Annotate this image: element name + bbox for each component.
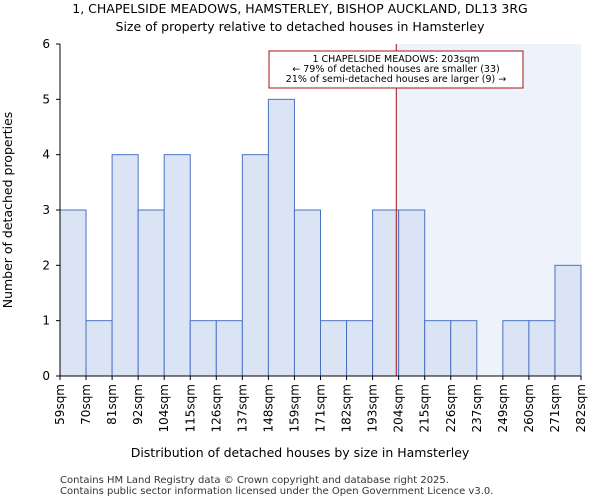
x-tick-label: 282sqm (574, 384, 588, 432)
x-tick-label: 126sqm (209, 384, 223, 432)
marker-annotation: 1 CHAPELSIDE MEADOWS: 203sqm ← 79% of de… (268, 50, 524, 89)
histogram-bar (398, 209, 426, 377)
x-tick-label: 115sqm (183, 384, 197, 432)
x-tick-label: 104sqm (157, 384, 171, 432)
annotation-line-larger: 21% of semi-detached houses are larger (… (286, 74, 506, 85)
y-tick-label: 3 (42, 203, 50, 217)
x-tick-label: 92sqm (131, 384, 145, 425)
histogram-bar (554, 264, 582, 377)
histogram-bar (85, 320, 113, 377)
histogram-bar (372, 209, 400, 377)
histogram-bar (346, 320, 374, 377)
y-tick-label: 2 (42, 258, 50, 272)
chart-title: 1, CHAPELSIDE MEADOWS, HAMSTERLEY, BISHO… (72, 1, 527, 16)
y-tick-label: 5 (42, 92, 50, 106)
x-tick-label: 148sqm (261, 384, 275, 432)
annotation-line-property: 1 CHAPELSIDE MEADOWS: 203sqm (312, 54, 479, 65)
x-tick-label: 70sqm (79, 384, 93, 425)
histogram-bar (163, 154, 191, 377)
y-tick-label: 4 (42, 148, 50, 162)
histogram-bar (450, 320, 478, 377)
x-tick-label: 226sqm (444, 384, 458, 432)
annotation-box (268, 50, 524, 89)
histogram-bar (241, 154, 269, 377)
footer-licence: Contains public sector information licen… (60, 486, 493, 497)
x-tick-label: 193sqm (366, 384, 380, 432)
chart-subtitle: Size of property relative to detached ho… (116, 19, 486, 34)
x-axis-label: Distribution of detached houses by size … (131, 445, 470, 460)
y-ticks-group: 0 1 2 3 4 5 6 (42, 37, 60, 383)
footer-copyright: Contains HM Land Registry data © Crown c… (60, 475, 449, 486)
histogram-bar (59, 209, 87, 377)
histogram-bar (267, 98, 295, 377)
y-tick-label: 6 (42, 37, 50, 51)
histogram-bar (424, 320, 452, 377)
histogram-bar (137, 209, 165, 377)
x-tick-label: 171sqm (314, 384, 328, 432)
y-tick-label: 0 (42, 369, 50, 383)
y-axis-label: Number of detached properties (0, 112, 15, 309)
x-tick-label: 204sqm (392, 384, 406, 432)
x-tick-label: 237sqm (470, 384, 484, 432)
histogram-bar (293, 209, 322, 377)
x-tick-label: 215sqm (418, 384, 432, 432)
y-tick-label: 1 (42, 314, 50, 328)
histogram-bar (215, 320, 243, 377)
x-tick-label: 81sqm (105, 384, 119, 425)
x-tick-label: 159sqm (287, 384, 301, 432)
histogram-bar (528, 320, 556, 377)
x-tick-label: 137sqm (235, 384, 249, 432)
x-tick-label: 249sqm (496, 384, 510, 432)
annotation-line-smaller: ← 79% of detached houses are smaller (33… (292, 64, 499, 75)
x-ticks-group: 59sqm 70sqm 81sqm 92sqm 104sqm 115sqm 126sqm 13… (53, 376, 588, 432)
histogram-bar (189, 320, 217, 377)
x-tick-label: 260sqm (522, 384, 536, 432)
histogram-bar (502, 320, 530, 377)
histogram-bar (111, 154, 139, 377)
x-tick-label: 182sqm (340, 384, 354, 432)
histogram-bar (320, 320, 348, 377)
x-tick-label: 59sqm (53, 384, 67, 425)
x-tick-label: 271sqm (548, 384, 562, 432)
bars-group (59, 98, 582, 377)
